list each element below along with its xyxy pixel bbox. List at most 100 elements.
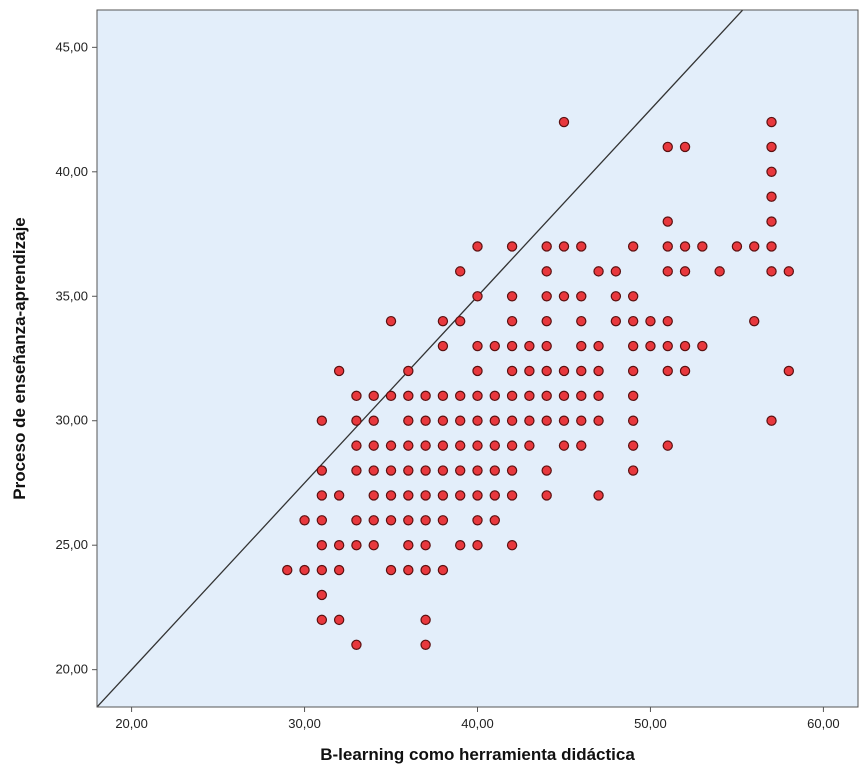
- data-point: [662, 266, 673, 277]
- plot-area: [97, 10, 858, 707]
- data-point: [697, 241, 708, 252]
- data-point: [627, 440, 639, 451]
- data-point: [333, 614, 345, 626]
- data-point: [593, 390, 604, 402]
- data-point: [627, 415, 639, 426]
- data-point: [541, 365, 552, 377]
- data-point: [697, 340, 708, 352]
- data-point: [385, 490, 397, 501]
- data-point: [627, 365, 639, 377]
- data-point: [455, 390, 466, 402]
- data-point: [506, 465, 518, 476]
- data-point: [316, 465, 328, 476]
- data-point: [541, 315, 552, 327]
- data-point: [403, 365, 414, 377]
- data-point: [385, 465, 397, 476]
- data-point: [541, 241, 552, 252]
- data-point: [576, 390, 587, 402]
- data-point: [420, 614, 431, 626]
- data-point: [455, 266, 466, 277]
- data-point: [455, 539, 466, 551]
- data-point: [506, 241, 518, 252]
- data-point: [420, 515, 431, 526]
- data-point: [593, 415, 604, 426]
- data-point: [766, 216, 777, 227]
- data-point: [662, 440, 673, 451]
- data-point: [749, 315, 760, 327]
- data-point: [558, 415, 570, 426]
- data-point: [627, 241, 639, 252]
- data-point: [558, 365, 570, 377]
- data-point: [506, 490, 518, 501]
- data-point: [662, 365, 673, 377]
- data-point: [403, 515, 414, 526]
- data-point: [524, 415, 535, 426]
- data-point: [437, 440, 449, 451]
- data-point: [455, 465, 466, 476]
- data-point: [489, 340, 500, 352]
- data-point: [731, 241, 743, 252]
- data-point: [627, 315, 639, 327]
- data-point: [472, 365, 483, 377]
- data-point: [662, 315, 673, 327]
- x-axis-title: B-learning como herramienta didáctica: [320, 745, 635, 764]
- data-point: [368, 539, 379, 551]
- data-point: [455, 440, 466, 451]
- data-point: [472, 390, 483, 402]
- data-point: [558, 291, 570, 302]
- data-point: [472, 440, 483, 451]
- data-point: [368, 440, 379, 451]
- data-point: [576, 291, 587, 302]
- data-point: [403, 465, 414, 476]
- data-point: [489, 465, 500, 476]
- data-point: [351, 415, 362, 426]
- data-point: [576, 315, 587, 327]
- data-point: [506, 415, 518, 426]
- x-tick-label: 30,00: [288, 716, 321, 731]
- data-point: [385, 564, 397, 576]
- data-point: [576, 241, 587, 252]
- data-point: [455, 415, 466, 426]
- data-point: [541, 490, 552, 501]
- data-point: [766, 141, 777, 153]
- data-points: [282, 116, 795, 650]
- data-point: [489, 415, 500, 426]
- data-point: [679, 241, 691, 252]
- y-tick-label: 25,00: [55, 537, 88, 552]
- data-point: [766, 415, 777, 426]
- data-point: [610, 266, 622, 277]
- data-point: [420, 539, 431, 551]
- data-point: [437, 340, 449, 352]
- y-axis: 20,00 25,00 30,00 35,00 40,00 45,00: [55, 39, 97, 677]
- data-point: [662, 241, 673, 252]
- y-tick-label: 30,00: [55, 413, 88, 428]
- y-tick-label: 35,00: [55, 288, 88, 303]
- data-point: [524, 440, 535, 451]
- data-point: [506, 315, 518, 327]
- y-tick-label: 45,00: [55, 39, 88, 54]
- data-point: [437, 465, 449, 476]
- data-point: [541, 291, 552, 302]
- data-point: [420, 490, 431, 501]
- data-point: [282, 564, 293, 576]
- data-point: [333, 539, 345, 551]
- data-point: [368, 490, 379, 501]
- data-point: [506, 539, 518, 551]
- data-point: [472, 465, 483, 476]
- data-point: [610, 315, 622, 327]
- data-point: [558, 241, 570, 252]
- data-point: [645, 340, 656, 352]
- data-point: [472, 291, 483, 302]
- data-point: [403, 539, 414, 551]
- data-point: [368, 390, 379, 402]
- data-point: [593, 340, 604, 352]
- data-point: [524, 365, 535, 377]
- data-point: [766, 166, 777, 178]
- data-point: [299, 564, 310, 576]
- data-point: [541, 465, 552, 476]
- data-point: [351, 465, 362, 476]
- data-point: [766, 241, 777, 252]
- data-point: [627, 291, 639, 302]
- data-point: [506, 291, 518, 302]
